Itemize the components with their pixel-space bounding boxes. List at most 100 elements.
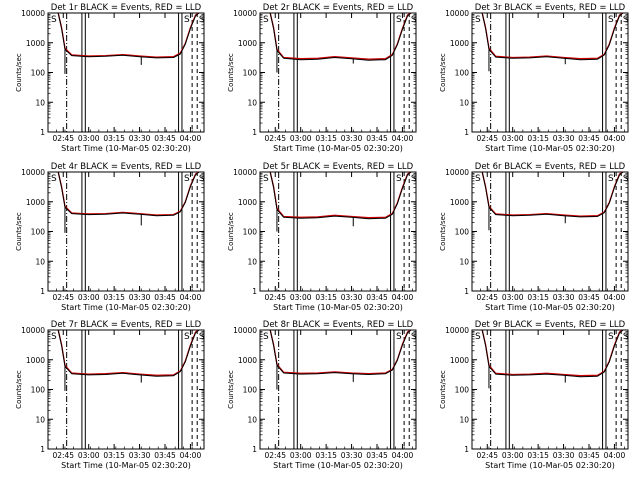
x-tick-label: 03:45: [578, 293, 600, 302]
y-tick-label: 1000: [26, 198, 45, 207]
y-tick-label: 10: [459, 257, 469, 266]
x-tick-label: 04:00: [180, 451, 202, 460]
x-tick-label: 03:30: [129, 134, 151, 143]
y-tick-label: 10000: [21, 326, 45, 335]
plot-frame: [471, 329, 629, 450]
segment-marker: S: [475, 332, 481, 342]
series-line-lld: [481, 172, 624, 217]
x-axis-label: Start Time (10-Mar-05 02:30:20): [273, 303, 403, 312]
chart-title: Det 3r BLACK = Events, RED = LLD: [475, 3, 626, 13]
x-tick-label: 03:15: [103, 451, 125, 460]
plot-frame: [471, 12, 629, 133]
x-tick-label: 03:30: [553, 451, 575, 460]
detector-panel-9: Det 9r BLACK = Events, RED = LLD 1 10 100 10…: [439, 320, 629, 470]
x-axis-label: Start Time (10-Mar-05 02:30:20): [485, 461, 615, 470]
x-axis-label: Start Time (10-Mar-05 02:30:20): [273, 144, 403, 153]
detector-panel-8: Det 8r BLACK = Events, RED = LLD 1 10 100 10…: [227, 320, 417, 470]
y-tick-label: 10000: [233, 168, 257, 177]
x-tick-label: 03:45: [154, 293, 176, 302]
x-axis-label: Start Time (10-Mar-05 02:30:20): [485, 144, 615, 153]
chart-title: Det 7r BLACK = Events, RED = LLD: [51, 320, 202, 330]
y-tick-label: 1: [464, 445, 469, 454]
series-line-lld: [57, 13, 200, 58]
x-tick-label: 03:45: [578, 451, 600, 460]
segment-marker: S: [608, 332, 614, 342]
x-tick-label: 03:00: [502, 293, 524, 302]
y-tick-label: 100: [455, 69, 470, 78]
y-tick-label: 100: [243, 228, 258, 237]
x-tick-label: 03:45: [366, 134, 388, 143]
detector-panel-6: Det 6r BLACK = Events, RED = LLD 1 10 100 10…: [439, 162, 629, 312]
y-tick-label: 100: [31, 69, 46, 78]
y-tick-label: 10: [247, 257, 257, 266]
series-line-lld: [269, 13, 412, 60]
x-tick-label: 04:00: [392, 134, 414, 143]
y-tick-label: 1000: [450, 356, 469, 365]
x-tick-label: 03:00: [290, 293, 312, 302]
plot-frame: [259, 171, 417, 292]
plot-frame: [471, 171, 629, 292]
x-tick-label: 03:45: [366, 293, 388, 302]
y-tick-label: 100: [243, 386, 258, 395]
y-tick-label: 1: [464, 287, 469, 296]
y-tick-label: 1: [40, 128, 45, 137]
detector-panel-4: Det 4r BLACK = Events, RED = LLD 1 10 100 10…: [15, 162, 205, 312]
y-tick-label: 10: [35, 415, 45, 424]
y-tick-label: 10: [35, 98, 45, 107]
segment-marker: S: [623, 15, 629, 25]
segment-marker: S: [51, 174, 57, 184]
y-tick-label: 10: [247, 98, 257, 107]
y-tick-label: 10: [459, 98, 469, 107]
x-tick-label: 03:00: [290, 134, 312, 143]
x-tick-label: 03:00: [78, 451, 100, 460]
y-axis-label: Counts/sec: [15, 53, 23, 92]
segment-marker: S: [199, 174, 205, 184]
y-tick-label: 100: [455, 386, 470, 395]
x-tick-label: 03:30: [341, 451, 363, 460]
segment-marker: S: [184, 15, 190, 25]
y-tick-label: 10000: [445, 168, 469, 177]
x-tick-label: 04:00: [392, 293, 414, 302]
series-line-lld: [269, 172, 412, 219]
y-tick-label: 1: [40, 445, 45, 454]
series-line-lld: [57, 172, 200, 216]
x-tick-label: 03:45: [578, 134, 600, 143]
y-tick-label: 1000: [450, 39, 469, 48]
segment-marker: S: [184, 332, 190, 342]
plot-frame: [47, 171, 205, 292]
series-line-lld: [481, 330, 624, 377]
x-tick-label: 03:00: [502, 451, 524, 460]
x-tick-label: 03:15: [527, 451, 549, 460]
y-tick-label: 10000: [445, 9, 469, 18]
x-axis-label: Start Time (10-Mar-05 02:30:20): [61, 144, 191, 153]
series-line-events: [57, 13, 200, 59]
y-tick-label: 10000: [233, 326, 257, 335]
series-line-lld: [481, 13, 624, 60]
y-axis-label: Counts/sec: [227, 53, 235, 92]
y-axis-label: Counts/sec: [15, 212, 23, 251]
x-axis-label: Start Time (10-Mar-05 02:30:20): [61, 303, 191, 312]
x-tick-label: 03:00: [78, 293, 100, 302]
x-tick-label: 03:15: [315, 293, 337, 302]
y-tick-label: 10000: [21, 9, 45, 18]
segment-marker: S: [623, 174, 629, 184]
x-tick-label: 03:15: [103, 134, 125, 143]
series-line-events: [481, 172, 624, 218]
x-tick-label: 03:45: [366, 451, 388, 460]
y-tick-label: 10: [35, 257, 45, 266]
segment-marker: S: [608, 15, 614, 25]
y-axis-label: Counts/sec: [439, 212, 447, 251]
plot-frame: [47, 329, 205, 450]
x-tick-label: 04:00: [604, 134, 626, 143]
y-tick-label: 100: [243, 69, 258, 78]
segment-marker: S: [608, 174, 614, 184]
segment-marker: S: [396, 15, 402, 25]
x-tick-label: 03:45: [154, 451, 176, 460]
x-tick-label: 03:30: [553, 293, 575, 302]
segment-marker: S: [263, 174, 269, 184]
x-tick-label: 04:00: [604, 293, 626, 302]
x-tick-label: 03:30: [341, 134, 363, 143]
x-tick-label: 02:45: [264, 293, 286, 302]
y-axis-label: Counts/sec: [439, 370, 447, 409]
detector-panel-1: Det 1r BLACK = Events, RED = LLD 1 10 100 10…: [15, 3, 205, 153]
